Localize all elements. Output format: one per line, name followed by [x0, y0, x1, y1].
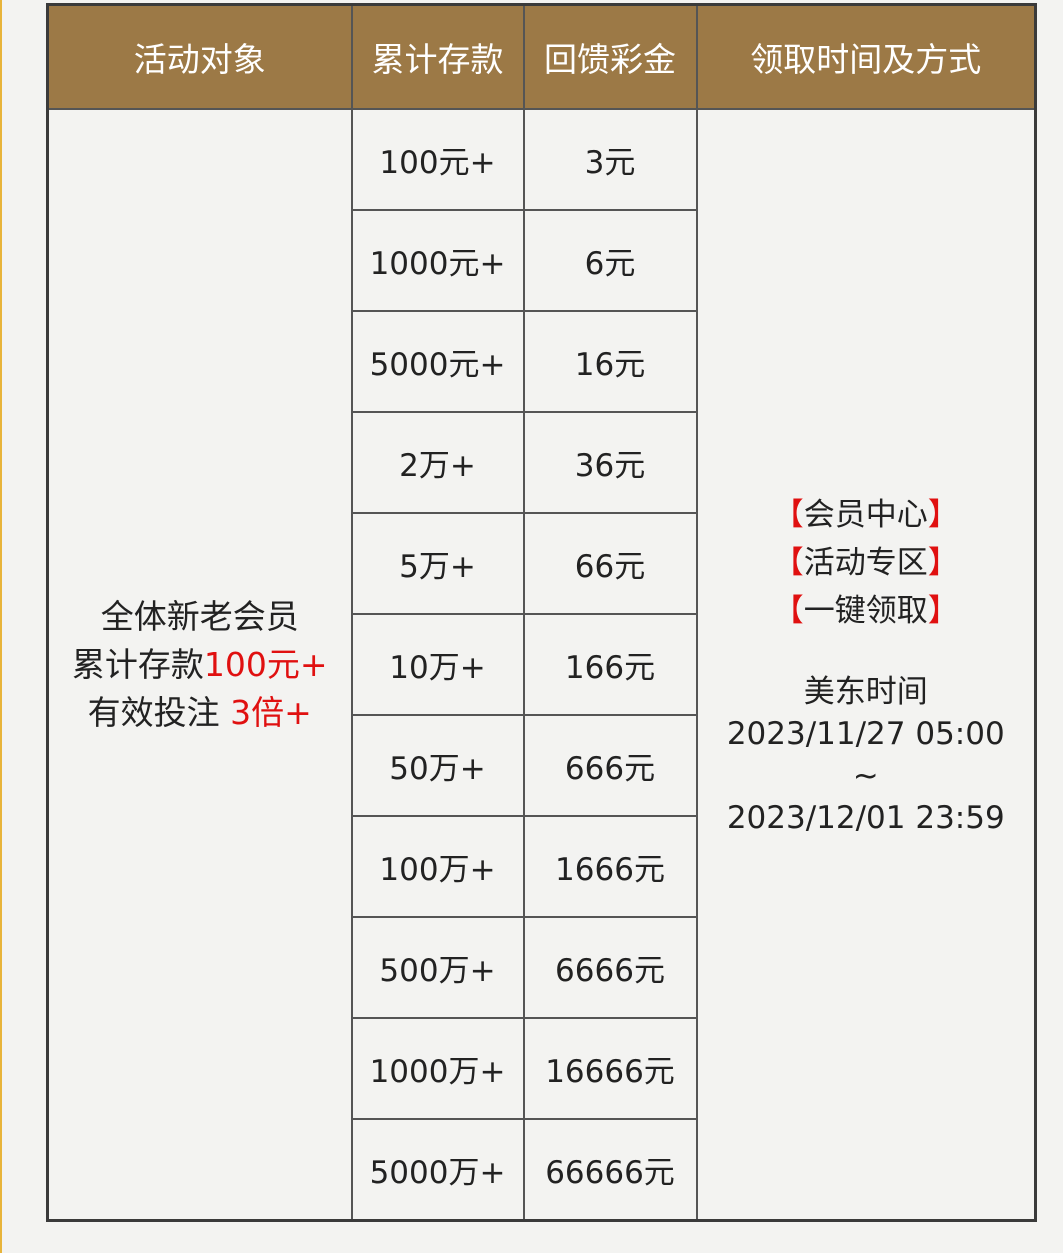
table-row: 全体新老会员 累计存款100元+ 有效投注 3倍+ 100元+ 3元 【会员中心】… — [46, 108, 1037, 1222]
timezone: 美东时间 — [803, 673, 928, 710]
target-line1: 全体新老会员 — [100, 596, 299, 636]
step-label: 会员中心 — [803, 496, 928, 533]
bonus-cell: 3元 — [522, 108, 698, 211]
deposit-cell: 5万+ — [350, 512, 525, 615]
bonus-cell: 166元 — [522, 613, 698, 716]
target-line3: 有效投注 3倍+ — [49, 689, 351, 737]
table-row: 5万+ 66元 — [48, 512, 1036, 615]
bonus-cell: 16666元 — [522, 1017, 698, 1120]
promo-table: 活动对象 累计存款 回馈彩金 领取时间及方式 全体新老会员 累计存款100元+ … — [46, 3, 1037, 1222]
table-row: 5000元+ 16元 — [48, 310, 1036, 413]
step-label: 一键领取 — [803, 592, 928, 629]
bonus-cell: 666元 — [522, 714, 698, 817]
bonus-cell: 66元 — [522, 512, 698, 615]
bracket: 】 — [927, 496, 959, 533]
bonus-cell: 6元 — [522, 209, 698, 312]
time-separator: ~ — [852, 757, 879, 794]
table-row: 100万+ 1666元 — [48, 815, 1036, 918]
deposit-cell: 500万+ — [350, 916, 525, 1019]
bracket: 【 — [772, 592, 804, 629]
bonus-cell: 16元 — [522, 310, 698, 413]
claim-cell: 【会员中心】 【活动专区】 【一键领取】 美东时间 2023/11/27 05:… — [695, 108, 1037, 1222]
deposit-cell: 100元+ — [350, 108, 525, 211]
start-time: 2023/11/27 05:00 — [726, 715, 1005, 752]
claim-step-1: 【会员中心】 — [698, 491, 1035, 539]
deposit-cell: 1000元+ — [350, 209, 525, 312]
bracket: 【 — [772, 496, 804, 533]
label: 累计存款 — [71, 644, 204, 684]
table-row: 1000万+ 16666元 — [48, 1017, 1036, 1120]
header-row: 活动对象 累计存款 回馈彩金 领取时间及方式 — [46, 3, 1037, 110]
table-row: 2万+ 36元 — [48, 411, 1036, 514]
deposit-cell: 5000元+ — [350, 310, 525, 413]
claim-step-3: 【一键领取】 — [698, 587, 1035, 635]
table-row: 500万+ 6666元 — [48, 916, 1036, 1019]
deposit-cell: 10万+ — [350, 613, 525, 716]
bracket: 【 — [772, 544, 804, 581]
highlight: 3倍+ — [230, 692, 312, 732]
highlight: 100元+ — [203, 644, 328, 684]
header-bonus: 回馈彩金 — [522, 3, 698, 110]
left-edge-accent — [0, 0, 2, 1253]
deposit-cell: 2万+ — [350, 411, 525, 514]
target-line2: 累计存款100元+ — [49, 641, 351, 689]
end-time: 2023/12/01 23:59 — [726, 799, 1005, 836]
bracket: 】 — [927, 544, 959, 581]
step-label: 活动专区 — [803, 544, 928, 581]
table-row: 10万+ 166元 — [48, 613, 1036, 716]
table-row: 5000万+ 66666元 — [48, 1118, 1036, 1222]
header-deposit: 累计存款 — [350, 3, 525, 110]
bonus-cell: 36元 — [522, 411, 698, 514]
bonus-cell: 1666元 — [522, 815, 698, 918]
deposit-cell: 50万+ — [350, 714, 525, 817]
deposit-cell: 100万+ — [350, 815, 525, 918]
header-target: 活动对象 — [46, 3, 353, 110]
table-row: 1000元+ 6元 — [48, 209, 1036, 312]
claim-step-2: 【活动专区】 — [698, 539, 1035, 587]
bracket: 】 — [927, 592, 959, 629]
deposit-cell: 1000万+ — [350, 1017, 525, 1120]
bonus-cell: 6666元 — [522, 916, 698, 1019]
label: 有效投注 — [87, 692, 231, 732]
header-claim: 领取时间及方式 — [695, 3, 1037, 110]
deposit-cell: 5000万+ — [350, 1118, 525, 1222]
target-cell: 全体新老会员 累计存款100元+ 有效投注 3倍+ — [46, 108, 353, 1222]
table-row: 50万+ 666元 — [48, 714, 1036, 817]
bonus-cell: 66666元 — [522, 1118, 698, 1222]
